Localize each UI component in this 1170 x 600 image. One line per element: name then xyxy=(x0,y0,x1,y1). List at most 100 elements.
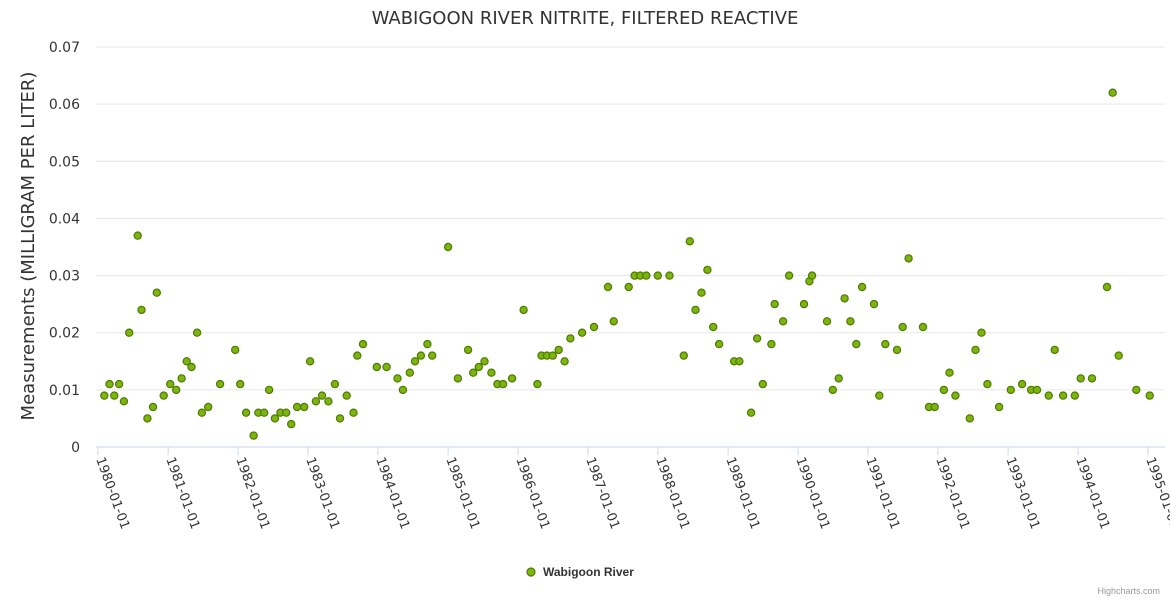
data-point[interactable] xyxy=(282,408,291,417)
data-point[interactable] xyxy=(852,339,861,349)
data-point[interactable] xyxy=(498,379,508,389)
data-point[interactable] xyxy=(1076,374,1085,383)
data-point[interactable] xyxy=(951,391,960,400)
data-point[interactable] xyxy=(203,402,213,412)
data-point[interactable] xyxy=(939,385,949,395)
data-point[interactable] xyxy=(1114,351,1123,360)
data-point[interactable] xyxy=(965,414,975,423)
data-point[interactable] xyxy=(382,362,391,372)
data-point[interactable] xyxy=(187,362,196,372)
data-point[interactable] xyxy=(665,271,674,280)
data-point[interactable] xyxy=(287,419,296,429)
data-point[interactable] xyxy=(215,379,225,389)
data-point[interactable] xyxy=(428,351,437,360)
data-point[interactable] xyxy=(264,385,274,395)
data-point[interactable] xyxy=(143,414,152,423)
data-point[interactable] xyxy=(249,431,258,440)
data-point[interactable] xyxy=(752,334,762,343)
data-point[interactable] xyxy=(159,391,168,400)
data-point[interactable] xyxy=(703,265,712,275)
data-point[interactable] xyxy=(137,305,146,315)
data-point[interactable] xyxy=(828,385,838,395)
data-point[interactable] xyxy=(1102,282,1112,292)
data-point[interactable] xyxy=(857,282,867,292)
data-point[interactable] xyxy=(746,408,756,417)
data-point[interactable] xyxy=(324,397,333,406)
data-point[interactable] xyxy=(846,317,855,326)
data-point[interactable] xyxy=(105,379,114,389)
data-point[interactable] xyxy=(1032,385,1042,395)
data-point[interactable] xyxy=(480,357,489,366)
data-point[interactable] xyxy=(799,299,809,309)
data-point[interactable] xyxy=(642,271,651,280)
data-point[interactable] xyxy=(519,305,528,315)
data-point[interactable] xyxy=(182,357,191,366)
data-point[interactable] xyxy=(892,345,902,355)
data-point[interactable] xyxy=(697,288,706,297)
data-point[interactable] xyxy=(560,357,569,366)
data-point[interactable] xyxy=(1132,385,1141,395)
data-point[interactable] xyxy=(133,231,142,240)
data-point[interactable] xyxy=(342,391,351,400)
data-point[interactable] xyxy=(624,282,633,292)
data-point[interactable] xyxy=(119,397,129,406)
data-point[interactable] xyxy=(881,339,890,349)
legend-label[interactable]: Wabigoon River xyxy=(543,565,634,579)
data-point[interactable] xyxy=(487,368,496,377)
data-point[interactable] xyxy=(898,322,907,332)
data-point[interactable] xyxy=(416,351,426,360)
data-point[interactable] xyxy=(1044,391,1053,400)
data-point[interactable] xyxy=(770,299,779,309)
data-point[interactable] xyxy=(305,357,315,366)
credits-link[interactable]: Highcharts.com xyxy=(1097,586,1160,596)
data-point[interactable] xyxy=(807,271,817,280)
data-point[interactable] xyxy=(192,328,202,337)
data-point[interactable] xyxy=(124,328,134,337)
data-point[interactable] xyxy=(533,379,542,389)
data-point[interactable] xyxy=(1087,374,1097,383)
data-point[interactable] xyxy=(709,322,718,332)
data-point[interactable] xyxy=(735,357,744,366)
data-point[interactable] xyxy=(875,391,884,400)
data-point[interactable] xyxy=(235,379,245,389)
legend[interactable]: Wabigoon River xyxy=(526,565,634,579)
data-point[interactable] xyxy=(869,299,879,309)
data-point[interactable] xyxy=(398,385,408,395)
data-point[interactable] xyxy=(393,374,402,383)
data-point[interactable] xyxy=(1050,345,1059,355)
data-point[interactable] xyxy=(349,408,358,417)
data-point[interactable] xyxy=(918,322,928,332)
data-point[interactable] xyxy=(507,374,517,383)
data-point[interactable] xyxy=(405,368,414,377)
data-point[interactable] xyxy=(1006,385,1016,395)
data-point[interactable] xyxy=(241,408,251,417)
data-point[interactable] xyxy=(114,379,124,389)
data-point[interactable] xyxy=(469,368,478,377)
data-point[interactable] xyxy=(197,408,207,417)
data-point[interactable] xyxy=(904,254,913,263)
data-point[interactable] xyxy=(834,374,843,383)
data-point[interactable] xyxy=(548,351,558,360)
data-point[interactable] xyxy=(353,351,362,360)
data-point[interactable] xyxy=(311,397,321,406)
data-point[interactable] xyxy=(653,271,663,280)
data-point[interactable] xyxy=(1145,391,1154,400)
data-point[interactable] xyxy=(453,374,463,383)
data-point[interactable] xyxy=(589,322,599,332)
data-point[interactable] xyxy=(609,317,618,326)
data-point[interactable] xyxy=(148,402,158,412)
data-point[interactable] xyxy=(784,271,794,280)
data-point[interactable] xyxy=(474,362,483,372)
data-point[interactable] xyxy=(300,402,309,412)
data-point[interactable] xyxy=(292,402,302,412)
data-point[interactable] xyxy=(930,402,939,412)
data-point[interactable] xyxy=(822,317,832,326)
data-point[interactable] xyxy=(1058,391,1068,400)
data-point[interactable] xyxy=(1108,88,1117,97)
data-point[interactable] xyxy=(714,339,724,349)
data-point[interactable] xyxy=(423,339,432,349)
data-point[interactable] xyxy=(778,317,788,326)
data-point[interactable] xyxy=(270,414,280,423)
data-point[interactable] xyxy=(994,402,1004,412)
data-point[interactable] xyxy=(177,374,186,383)
